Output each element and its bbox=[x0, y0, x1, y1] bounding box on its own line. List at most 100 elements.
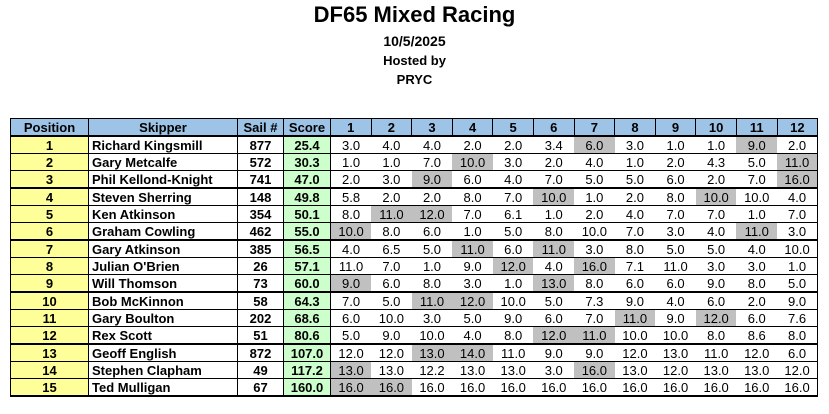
race-result: 12.2 bbox=[411, 361, 453, 379]
position: 3 bbox=[10, 170, 89, 189]
race-result: 5.0 bbox=[452, 309, 493, 327]
race-result: 3.0 bbox=[574, 239, 615, 258]
discarded-race-result: 13.0 bbox=[533, 274, 575, 293]
race-result: 10.0 bbox=[411, 326, 453, 345]
race-result: 7.0 bbox=[777, 205, 819, 223]
score: 30.3 bbox=[283, 153, 331, 171]
skipper: Steven Sherring bbox=[88, 187, 238, 206]
position: 2 bbox=[10, 153, 89, 171]
result-row: 4 Steven Sherring 148 49.8 5.8 2.0 2.0 8.0 7.0 10… bbox=[10, 187, 819, 206]
discarded-race-result: 14.0 bbox=[452, 343, 493, 362]
column-header: 6 bbox=[532, 118, 575, 137]
race-result: 10.0 bbox=[655, 326, 696, 345]
race-result: 12.0 bbox=[330, 343, 372, 362]
race-result: 1.0 bbox=[452, 222, 493, 241]
score: 107.0 bbox=[283, 343, 331, 362]
skipper: Bob McKinnon bbox=[88, 291, 238, 310]
column-header: 4 bbox=[451, 118, 494, 137]
race-result: 13.0 bbox=[736, 361, 778, 379]
discarded-race-result: 11.0 bbox=[574, 326, 615, 345]
race-result: 3.0 bbox=[411, 309, 453, 327]
race-result: 9.0 bbox=[655, 309, 696, 327]
result-row: 1 Richard Kingsmill 877 25.4 3.0 4.0 4.0 2.0 2.0… bbox=[10, 135, 819, 154]
race-result: 11.0 bbox=[655, 257, 696, 275]
race-result: 4.0 bbox=[777, 187, 819, 206]
race-result: 10.0 bbox=[492, 291, 534, 310]
sail-number: 741 bbox=[237, 170, 284, 189]
race-result: 7.6 bbox=[777, 309, 819, 327]
race-result: 6.0 bbox=[330, 309, 372, 327]
race-result: 16.0 bbox=[655, 378, 696, 397]
result-row: 14 Stephen Clapham 49 117.2 13.0 13.0 12.2 13.0… bbox=[10, 361, 819, 379]
skipper: Stephen Clapham bbox=[88, 361, 238, 379]
race-result: 5.0 bbox=[655, 239, 696, 258]
discarded-race-result: 6.0 bbox=[574, 135, 615, 154]
discarded-race-result: 13.0 bbox=[330, 361, 372, 379]
race-result: 8.0 bbox=[492, 326, 534, 345]
column-header: Score bbox=[283, 118, 331, 137]
skipper: Julian O'Brien bbox=[88, 257, 238, 275]
column-header: 3 bbox=[411, 118, 453, 137]
race-result: 3.0 bbox=[452, 274, 493, 293]
race-result: 6.0 bbox=[655, 170, 696, 189]
discarded-race-result: 16.0 bbox=[330, 378, 372, 397]
race-result: 10.0 bbox=[574, 222, 615, 241]
race-result: 8.0 bbox=[574, 274, 615, 293]
race-result: 13.0 bbox=[614, 361, 656, 379]
discarded-race-result: 11.0 bbox=[533, 239, 575, 258]
race-result: 10.0 bbox=[736, 187, 778, 206]
discarded-race-result: 12.0 bbox=[533, 326, 575, 345]
race-result: 4.0 bbox=[330, 239, 372, 258]
result-row: 2 Gary Metcalfe 572 30.3 1.0 1.0 7.0 10.0 3.0 2.0… bbox=[10, 153, 819, 171]
discarded-race-result: 12.0 bbox=[452, 291, 493, 310]
position: 5 bbox=[10, 205, 89, 223]
skipper: Ted Mulligan bbox=[88, 378, 238, 397]
race-result: 7.1 bbox=[614, 257, 656, 275]
discarded-race-result: 11.0 bbox=[452, 239, 493, 258]
discarded-race-result: 10.0 bbox=[695, 187, 737, 206]
result-row: 6 Graham Cowling 462 55.0 10.0 8.0 6.0 1.0 5.0 8.… bbox=[10, 222, 819, 241]
race-result: 5.0 bbox=[736, 153, 778, 171]
race-result: 4.0 bbox=[736, 239, 778, 258]
race-result: 2.0 bbox=[736, 291, 778, 310]
sail-number: 58 bbox=[237, 291, 284, 310]
discarded-race-result: 11.0 bbox=[371, 205, 412, 223]
race-result: 12.0 bbox=[371, 343, 412, 362]
race-result: 9.0 bbox=[492, 309, 534, 327]
race-result: 1.0 bbox=[533, 205, 575, 223]
race-result: 8.0 bbox=[452, 187, 493, 206]
position: 7 bbox=[10, 239, 89, 258]
race-result: 7.0 bbox=[452, 205, 493, 223]
position: 10 bbox=[10, 291, 89, 310]
score: 60.0 bbox=[283, 274, 331, 293]
position: 9 bbox=[10, 274, 89, 293]
position: 14 bbox=[10, 361, 89, 379]
position: 15 bbox=[10, 378, 89, 397]
race-result: 12.0 bbox=[614, 343, 656, 362]
race-result: 1.0 bbox=[777, 257, 819, 275]
race-result: 2.0 bbox=[411, 187, 453, 206]
race-result: 13.0 bbox=[452, 361, 493, 379]
race-result: 1.0 bbox=[655, 135, 696, 154]
race-result: 9.0 bbox=[371, 326, 412, 345]
results-table: Position Skipper Sail # Score 1 2 3 4 5 6 7 8 9 10 11 1… bbox=[10, 118, 819, 397]
race-result: 3.0 bbox=[330, 135, 372, 154]
race-result: 1.0 bbox=[330, 153, 372, 171]
result-row: 15 Ted Mulligan 67 160.0 16.0 16.0 16.0 16.0 16.… bbox=[10, 378, 819, 397]
score: 64.3 bbox=[283, 291, 331, 310]
sail-number: 385 bbox=[237, 239, 284, 258]
race-result: 6.0 bbox=[777, 343, 819, 362]
race-result: 16.0 bbox=[411, 378, 453, 397]
race-result: 11.0 bbox=[330, 257, 372, 275]
race-result: 7.0 bbox=[533, 170, 575, 189]
discarded-race-result: 9.0 bbox=[330, 274, 372, 293]
skipper: Phil Kellond-Knight bbox=[88, 170, 238, 189]
race-result: 3.0 bbox=[736, 257, 778, 275]
discarded-race-result: 10.0 bbox=[330, 222, 372, 241]
race-result: 7.0 bbox=[614, 222, 656, 241]
skipper: Ken Atkinson bbox=[88, 205, 238, 223]
result-row: 7 Gary Atkinson 385 56.5 4.0 6.5 5.0 11.0 6.0 11.… bbox=[10, 239, 819, 258]
race-result: 6.0 bbox=[411, 222, 453, 241]
race-result: 8.0 bbox=[371, 222, 412, 241]
race-result: 4.3 bbox=[695, 153, 737, 171]
